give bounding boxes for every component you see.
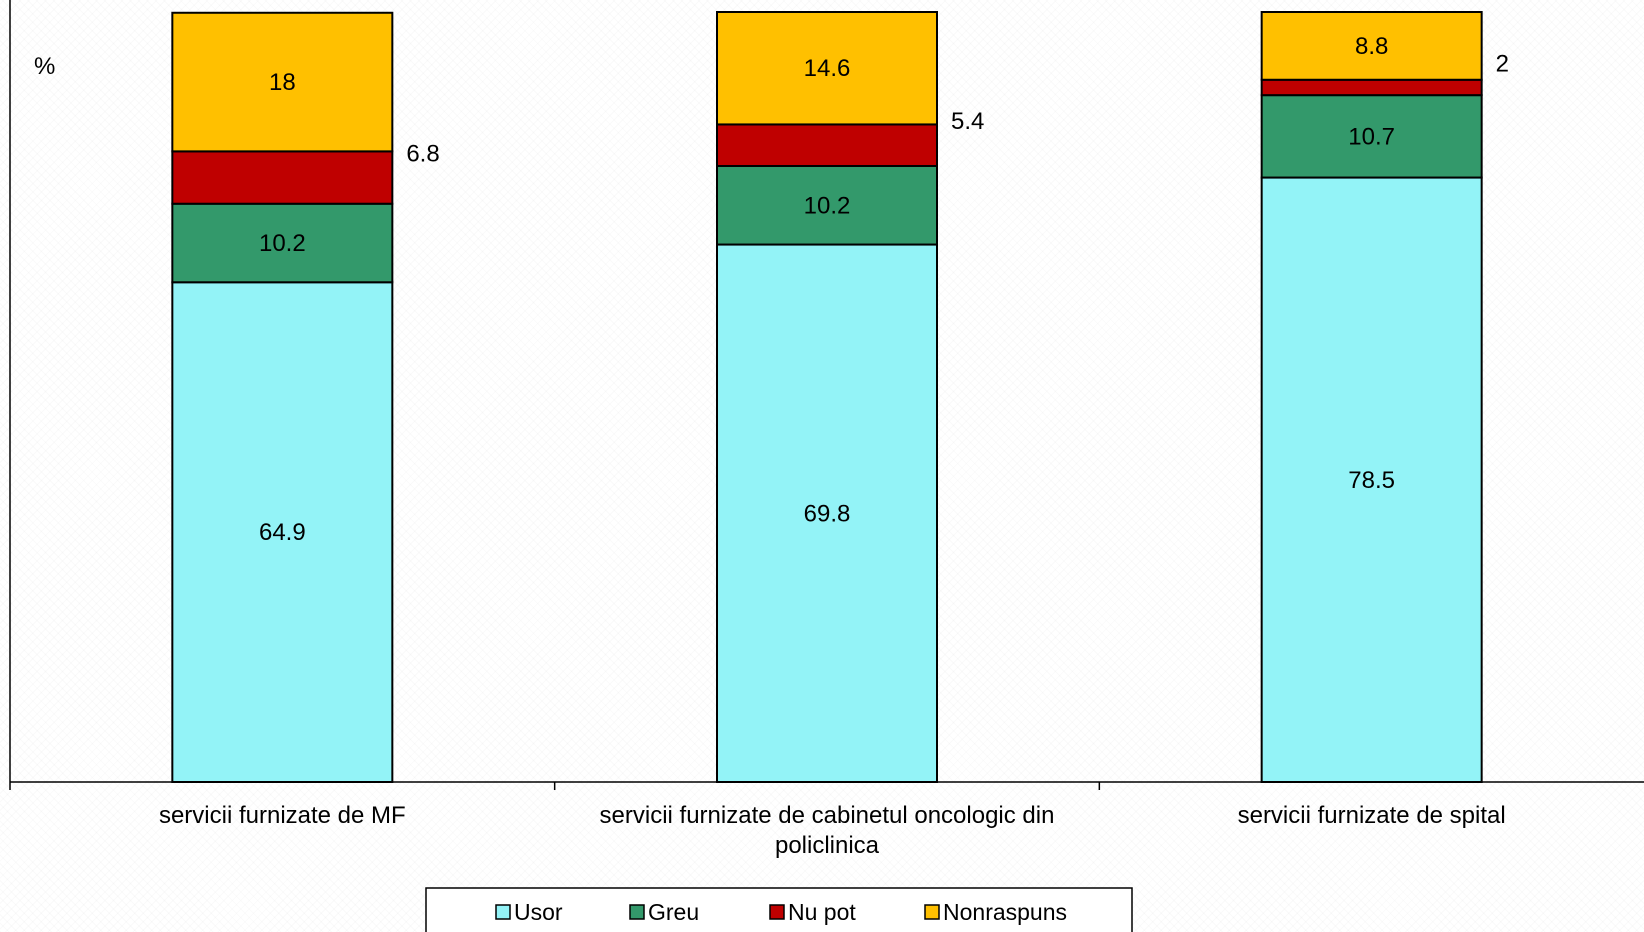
legend-swatch-nonraspuns — [924, 904, 940, 920]
category-label-3: servicii furnizate de spital — [1238, 802, 1506, 829]
category-labels-group: servicii furnizate de MF servicii furniza… — [9, 782, 1506, 859]
bar-segment-nu-pot-3 — [1260, 78, 1483, 97]
legend-label-nu-pot: Nu pot — [788, 899, 856, 925]
bar-segment-nu-pot-2 — [716, 123, 938, 167]
bar-segment-greu-3 — [1260, 94, 1483, 179]
data-label-nu-pot-1: 6.8 — [406, 141, 439, 168]
data-label-nonraspuns-3: 8.8 — [1355, 33, 1388, 60]
data-label-nu-pot-3: 2 — [1496, 50, 1509, 77]
data-label-usor-2: 69.8 — [804, 500, 851, 527]
data-label-nonraspuns-2: 14.6 — [804, 55, 851, 82]
y-axis-label: % — [34, 53, 55, 80]
legend-label-nonraspuns: Nonraspuns — [943, 899, 1067, 925]
bar-segment-usor-3 — [1260, 176, 1483, 784]
data-label-usor-3: 78.5 — [1348, 467, 1395, 494]
data-label-nu-pot-2: 5.4 — [951, 108, 984, 135]
data-label-greu-3: 10.7 — [1348, 123, 1395, 150]
data-label-greu-1: 10.2 — [259, 230, 306, 257]
bar-segment-nu-pot-1 — [171, 150, 394, 205]
legend-swatch-nu-pot — [769, 904, 785, 920]
bar-segment-nonraspuns-3 — [1260, 11, 1483, 81]
bar-segment-usor-2 — [716, 243, 938, 784]
category-label-2: servicii furnizate de cabinetul oncologi… — [600, 802, 1055, 859]
data-label-nonraspuns-1: 18 — [269, 69, 296, 96]
bar-segment-usor-1 — [171, 281, 394, 783]
bars-group: 64.9 10.2 6.8 18 69.8 10.2 5.4 14.6 78.5 10.7 2 8.8 — [171, 11, 1509, 784]
data-label-usor-1: 64.9 — [259, 519, 306, 546]
legend: Usor Greu Nu pot Nonraspuns — [425, 887, 1133, 932]
bar-segment-nonraspuns-1 — [171, 11, 394, 153]
legend-label-greu: Greu — [648, 899, 699, 925]
bar-segment-greu-2 — [716, 165, 938, 246]
legend-label-usor: Usor — [514, 899, 563, 925]
legend-swatch-greu — [629, 904, 645, 920]
legend-swatch-usor — [495, 904, 511, 920]
category-label-1: servicii furnizate de MF — [159, 802, 406, 829]
bar-segment-nonraspuns-2 — [716, 11, 938, 126]
data-label-greu-2: 10.2 — [804, 192, 851, 219]
